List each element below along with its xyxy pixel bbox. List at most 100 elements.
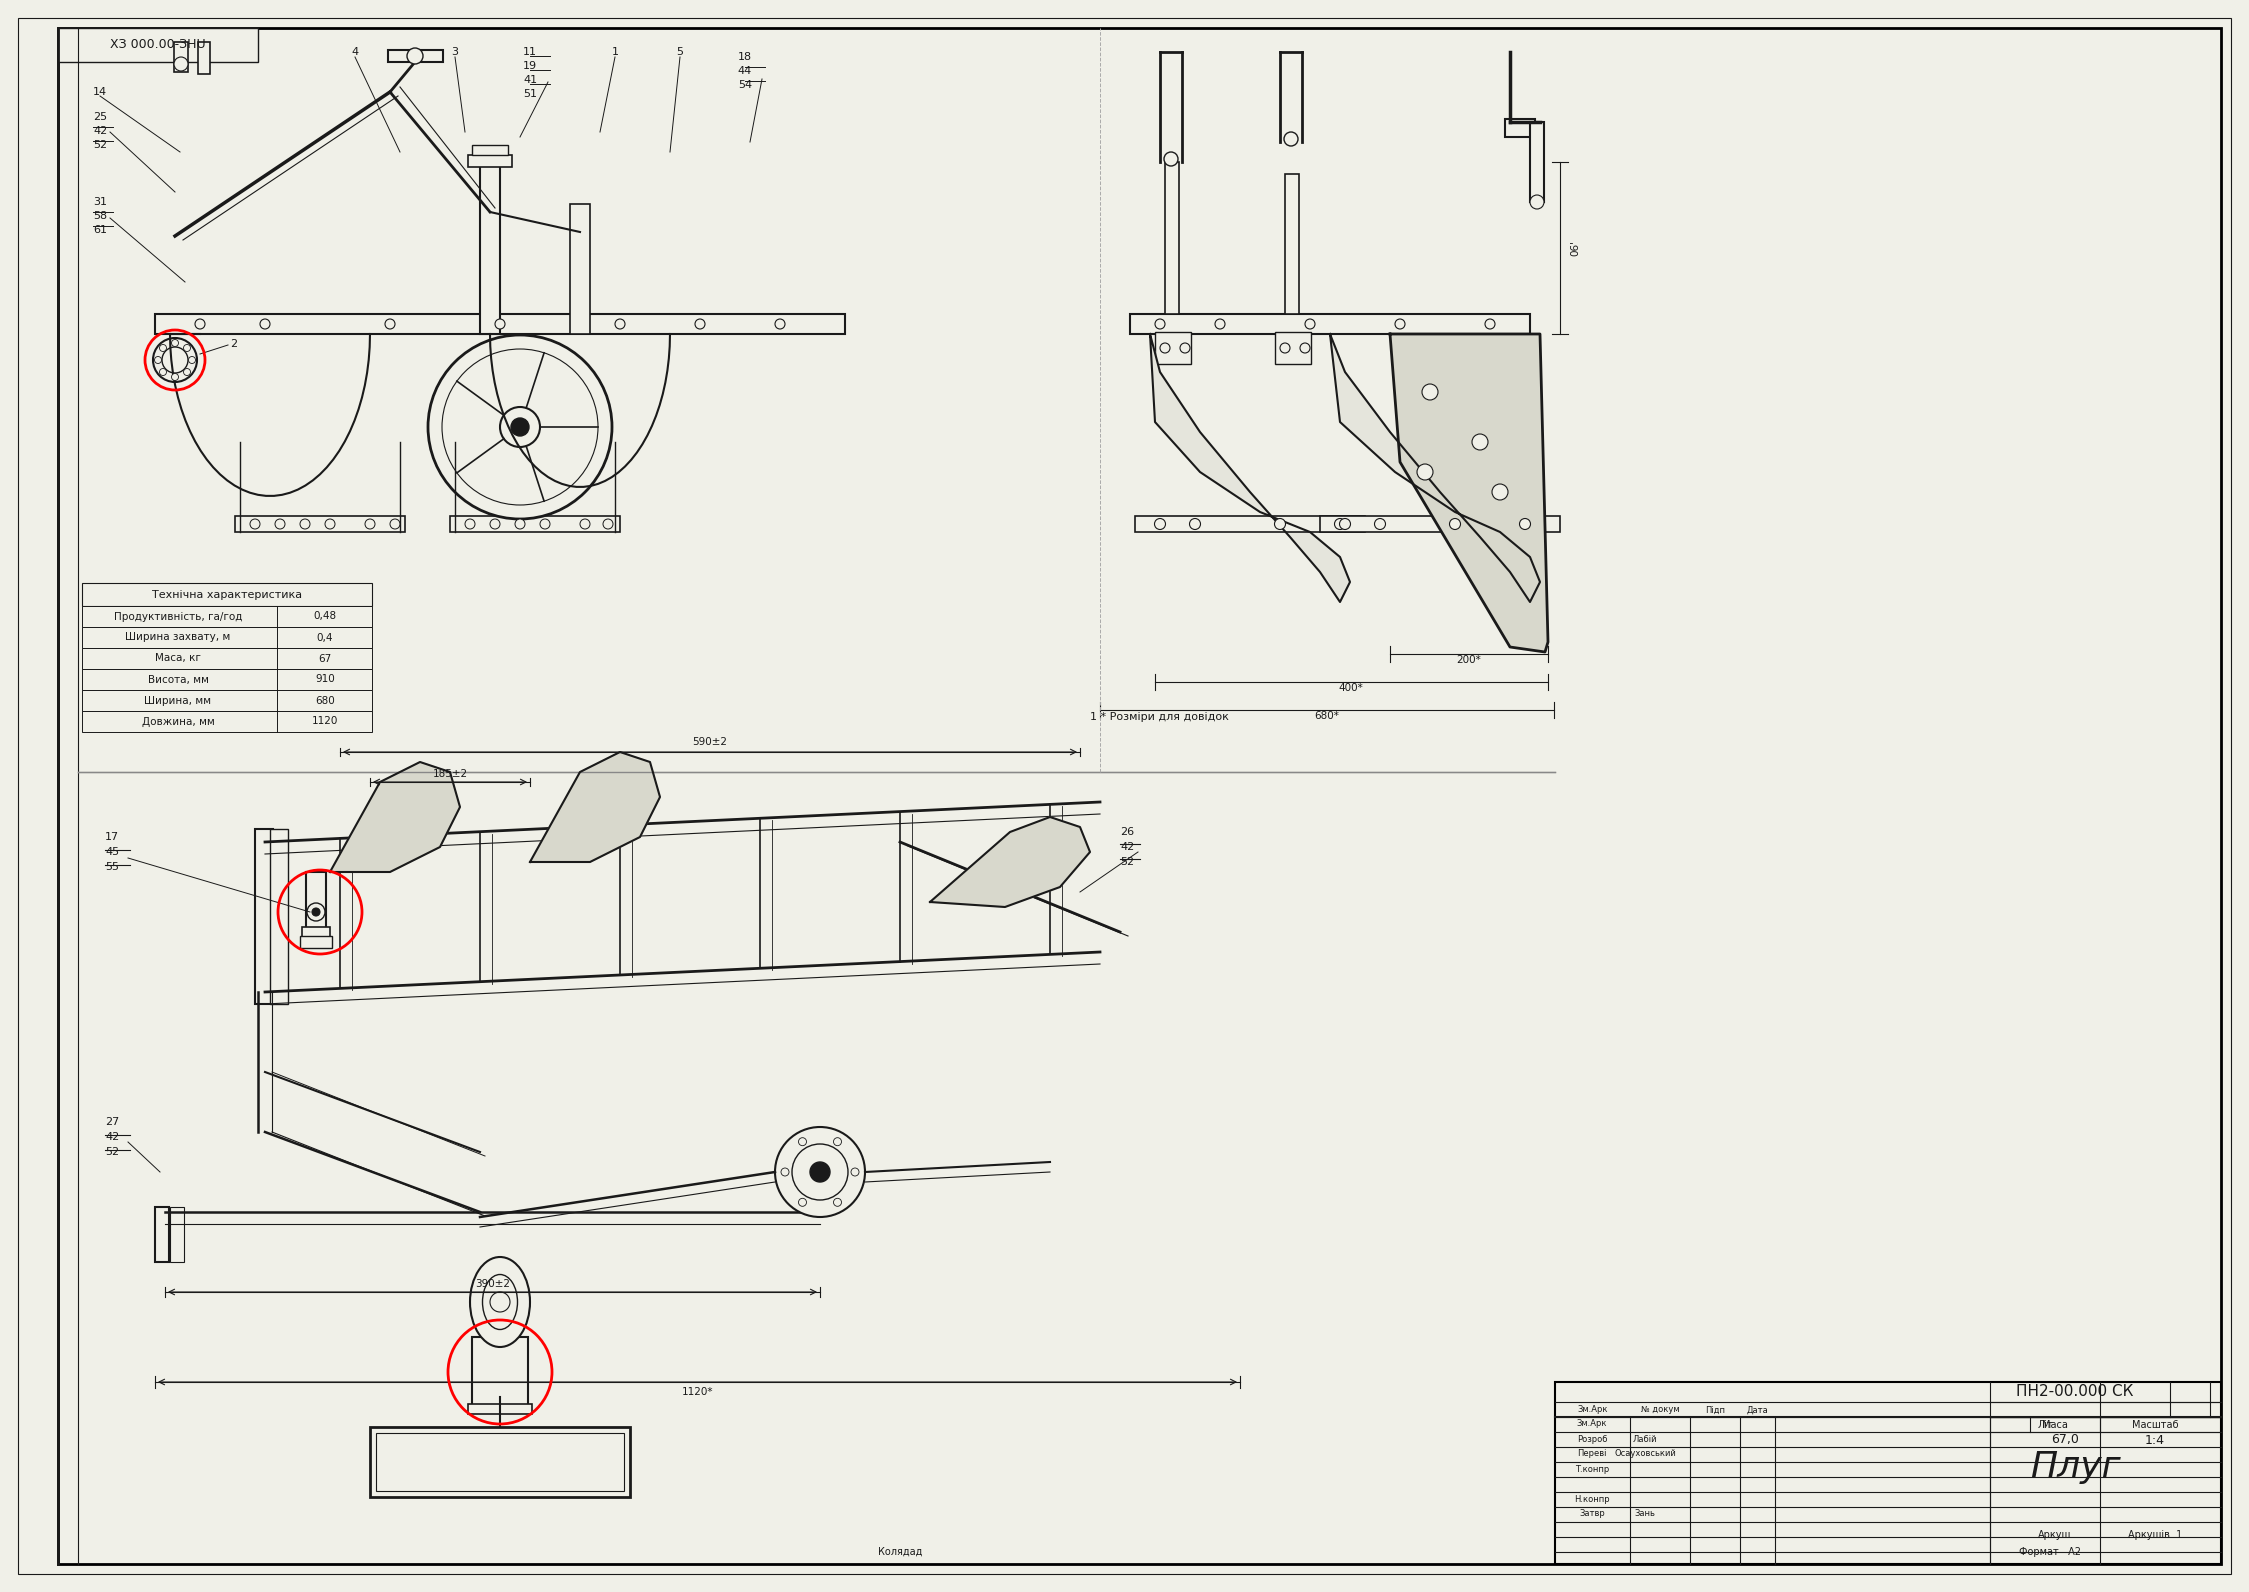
Bar (1554, 1382, 2222, 1563)
Polygon shape (1149, 334, 1349, 602)
Circle shape (184, 368, 191, 376)
Bar (81, 627, 371, 648)
Text: 680*: 680* (1316, 712, 1340, 721)
Polygon shape (531, 751, 659, 861)
Text: 31: 31 (92, 197, 108, 207)
Circle shape (1484, 318, 1496, 330)
Text: Затвр: Затвр (1579, 1509, 1606, 1519)
Text: 25: 25 (92, 111, 108, 123)
Polygon shape (1329, 334, 1541, 602)
Circle shape (511, 419, 529, 436)
Bar (371, 1426, 630, 1496)
Circle shape (326, 519, 335, 529)
Bar (81, 583, 371, 607)
Circle shape (385, 318, 396, 330)
Circle shape (810, 1162, 830, 1181)
Circle shape (798, 1199, 807, 1207)
Text: 910: 910 (315, 675, 335, 685)
Text: Дата: Дата (1747, 1406, 1768, 1415)
Circle shape (171, 374, 178, 380)
Text: 1 * Розміри для довідок: 1 * Розміри для довідок (1091, 712, 1228, 723)
Text: 61: 61 (92, 224, 108, 236)
Text: Зань: Зань (1635, 1509, 1655, 1519)
Text: Аркушів  1: Аркушів 1 (2128, 1530, 2182, 1539)
Text: 18: 18 (738, 53, 751, 62)
Circle shape (834, 1138, 841, 1146)
Bar (155, 314, 846, 334)
Bar (488, 1388, 513, 1398)
Polygon shape (1390, 334, 1547, 653)
Circle shape (389, 519, 400, 529)
Text: 0,4: 0,4 (317, 632, 333, 643)
Bar (472, 1337, 529, 1407)
Text: 1: 1 (612, 48, 618, 57)
Circle shape (850, 1169, 859, 1176)
Circle shape (776, 1127, 866, 1216)
Circle shape (196, 318, 205, 330)
Bar (569, 204, 589, 334)
Bar (468, 154, 513, 167)
Circle shape (1394, 318, 1406, 330)
Circle shape (153, 338, 198, 382)
Text: 52: 52 (1120, 856, 1133, 868)
Bar (81, 669, 371, 689)
Text: 54: 54 (738, 80, 751, 91)
Text: Колядад: Колядад (877, 1547, 922, 1557)
Text: 26: 26 (1120, 826, 1133, 837)
Bar (81, 648, 371, 669)
Circle shape (1300, 342, 1309, 353)
Text: 27: 27 (106, 1118, 119, 1127)
Circle shape (299, 519, 310, 529)
Circle shape (261, 318, 270, 330)
Text: 51: 51 (524, 89, 538, 99)
Text: Лабій: Лабій (1633, 1434, 1658, 1444)
Text: ХЗ 000.00-ЗНU: ХЗ 000.00-ЗНU (110, 38, 207, 51)
Circle shape (189, 357, 196, 363)
Text: 14: 14 (92, 88, 108, 97)
Text: Т.конпр: Т.конпр (1574, 1465, 1608, 1474)
Circle shape (466, 519, 475, 529)
Bar (495, 1395, 506, 1407)
Text: 390±2: 390±2 (475, 1278, 511, 1290)
Text: 19: 19 (524, 60, 538, 72)
Bar (171, 1207, 184, 1262)
Circle shape (776, 318, 785, 330)
Circle shape (603, 519, 614, 529)
Circle shape (780, 1169, 789, 1176)
Circle shape (1374, 519, 1385, 530)
Bar (81, 607, 371, 627)
Circle shape (1334, 519, 1345, 530)
Text: Продуктивність, га/год: Продуктивність, га/год (115, 611, 243, 621)
Text: Маса, кг: Маса, кг (155, 653, 200, 664)
Bar (58, 29, 259, 62)
Text: 52: 52 (106, 1146, 119, 1157)
Bar (1505, 119, 1536, 137)
Bar (1320, 516, 1561, 532)
Text: № докум: № докум (1642, 1406, 1680, 1415)
Circle shape (515, 519, 524, 529)
Text: 4: 4 (351, 48, 358, 57)
Circle shape (173, 57, 189, 72)
Text: Н.конпр: Н.конпр (1574, 1495, 1610, 1503)
Text: 42: 42 (92, 126, 108, 135)
Text: 11: 11 (524, 48, 538, 57)
Text: 680: 680 (315, 696, 335, 705)
Circle shape (540, 519, 551, 529)
Circle shape (1156, 318, 1165, 330)
Ellipse shape (470, 1258, 531, 1347)
Ellipse shape (484, 1275, 517, 1329)
Circle shape (1304, 318, 1316, 330)
Circle shape (614, 318, 625, 330)
Text: Переві: Переві (1577, 1449, 1606, 1458)
Text: Ширина, мм: Ширина, мм (144, 696, 211, 705)
Bar (1529, 123, 1545, 202)
Bar (173, 41, 189, 72)
Bar (1129, 314, 1529, 334)
Text: Масштаб: Масштаб (2132, 1420, 2179, 1430)
Circle shape (1529, 194, 1545, 209)
Circle shape (407, 48, 423, 64)
Polygon shape (331, 763, 461, 872)
Bar (389, 49, 443, 62)
Circle shape (160, 368, 166, 376)
Circle shape (443, 349, 598, 505)
